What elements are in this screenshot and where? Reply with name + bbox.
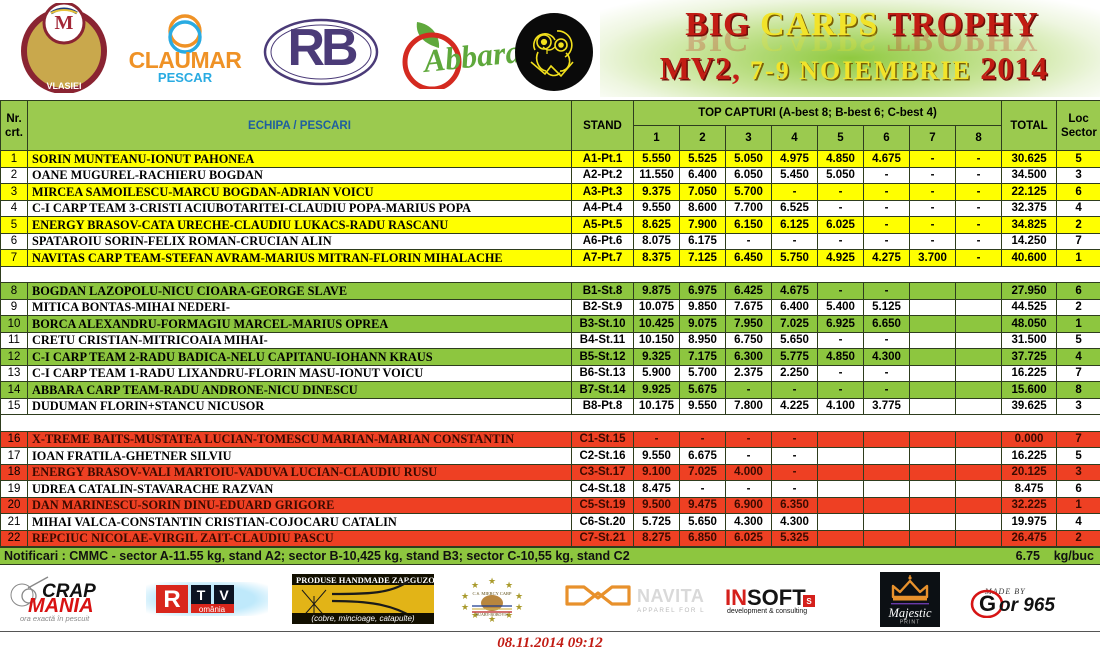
svg-text:★: ★ xyxy=(515,602,523,612)
svg-text:PESCAR: PESCAR xyxy=(158,70,213,85)
svg-text:ora exactă în pescuit: ora exactă în pescuit xyxy=(20,614,90,623)
svg-text:RB: RB xyxy=(287,19,357,77)
svg-text:omânia: omânia xyxy=(199,605,226,614)
svg-text:(cobre, mincioage, catapulte): (cobre, mincioage, catapulte) xyxy=(311,614,415,623)
svg-text:or 965: or 965 xyxy=(999,595,1055,616)
svg-text:VLASIEI: VLASIEI xyxy=(46,81,81,91)
svg-text:S: S xyxy=(806,597,812,606)
svg-text:T: T xyxy=(197,587,206,603)
svg-text:G: G xyxy=(979,591,996,616)
svg-text:★: ★ xyxy=(461,602,469,612)
svg-text:INSOFT: INSOFT xyxy=(725,585,806,610)
svg-text:BUABY-BOBOVIA: BUABY-BOBOVIA xyxy=(475,612,508,617)
svg-text:APPAREL FOR LIVING: APPAREL FOR LIVING xyxy=(637,607,704,614)
svg-text:★: ★ xyxy=(515,591,523,601)
svg-text:Majestic: Majestic xyxy=(887,606,931,620)
svg-text:development & consulting: development & consulting xyxy=(727,608,807,615)
svg-text:V: V xyxy=(219,587,229,603)
svg-text:M: M xyxy=(55,12,74,34)
svg-text:PRODUSE HANDMADE ZARGUZON: PRODUSE HANDMADE ZARGUZON xyxy=(296,575,434,585)
svg-text:★: ★ xyxy=(471,580,479,590)
svg-text:★: ★ xyxy=(461,591,469,601)
svg-text:NAVITAS: NAVITAS xyxy=(637,586,704,606)
svg-text:★: ★ xyxy=(488,576,496,586)
svg-text:★: ★ xyxy=(505,580,513,590)
svg-text:PRINT: PRINT xyxy=(900,620,921,626)
svg-text:R: R xyxy=(163,586,180,613)
